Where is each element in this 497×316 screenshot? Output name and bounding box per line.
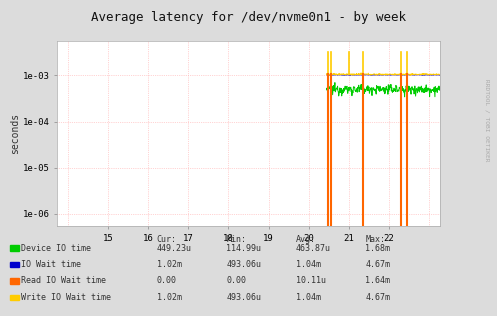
Text: 1.64m: 1.64m bbox=[365, 276, 390, 285]
Text: Cur:: Cur: bbox=[157, 235, 176, 244]
Text: Device IO time: Device IO time bbox=[21, 244, 91, 252]
Text: Write IO Wait time: Write IO Wait time bbox=[21, 293, 111, 302]
Text: Max:: Max: bbox=[365, 235, 385, 244]
Text: IO Wait time: IO Wait time bbox=[21, 260, 82, 269]
Text: 1.02m: 1.02m bbox=[157, 293, 181, 302]
Text: Avg:: Avg: bbox=[296, 235, 316, 244]
Text: 493.06u: 493.06u bbox=[226, 260, 261, 269]
Text: 1.04m: 1.04m bbox=[296, 293, 321, 302]
Text: 4.67m: 4.67m bbox=[365, 260, 390, 269]
Text: 114.99u: 114.99u bbox=[226, 244, 261, 252]
Text: 463.87u: 463.87u bbox=[296, 244, 331, 252]
Text: 449.23u: 449.23u bbox=[157, 244, 191, 252]
Text: Read IO Wait time: Read IO Wait time bbox=[21, 276, 106, 285]
Y-axis label: seconds: seconds bbox=[10, 113, 20, 154]
Text: 4.67m: 4.67m bbox=[365, 293, 390, 302]
Text: 493.06u: 493.06u bbox=[226, 293, 261, 302]
Text: 1.68m: 1.68m bbox=[365, 244, 390, 252]
Text: 0.00: 0.00 bbox=[226, 276, 246, 285]
Text: 1.04m: 1.04m bbox=[296, 260, 321, 269]
Text: Min:: Min: bbox=[226, 235, 246, 244]
Text: Average latency for /dev/nvme0n1 - by week: Average latency for /dev/nvme0n1 - by we… bbox=[91, 11, 406, 24]
Text: 1.02m: 1.02m bbox=[157, 260, 181, 269]
Text: 0.00: 0.00 bbox=[157, 276, 176, 285]
Text: 10.11u: 10.11u bbox=[296, 276, 326, 285]
Text: RRDTOOL / TOBI OETIKER: RRDTOOL / TOBI OETIKER bbox=[485, 79, 490, 161]
